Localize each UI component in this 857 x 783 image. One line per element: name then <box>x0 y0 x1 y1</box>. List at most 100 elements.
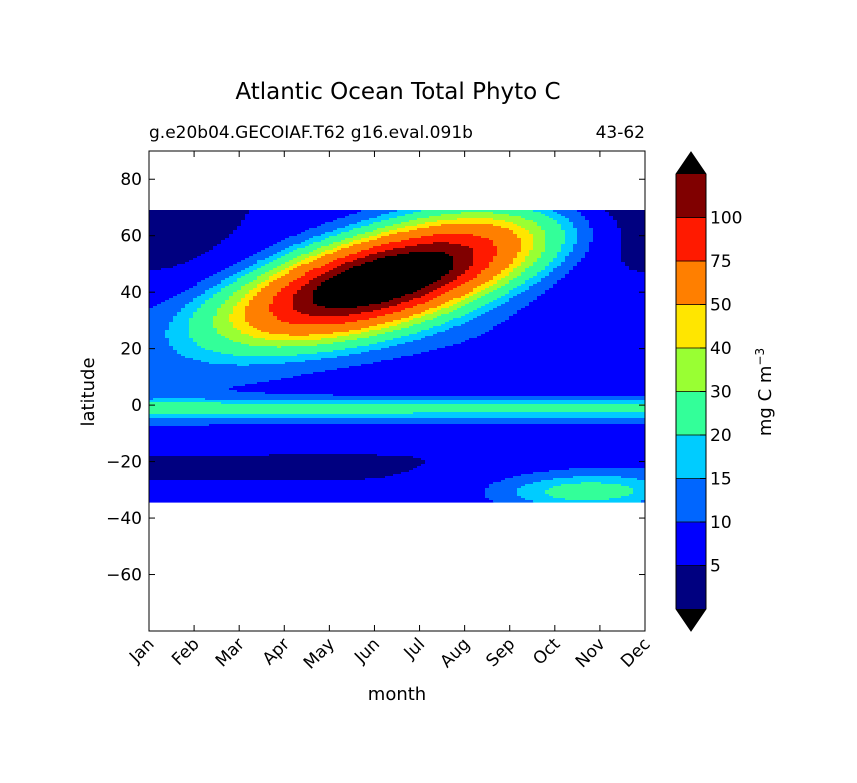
contour-cell <box>517 224 538 227</box>
contour-cell <box>517 490 546 493</box>
contour-cell <box>621 234 645 237</box>
contour-cell <box>413 456 645 459</box>
contour-cell <box>149 290 186 293</box>
contour-cell <box>525 268 546 271</box>
x-tick-label: Jul <box>400 634 429 663</box>
contour-cell <box>217 272 238 275</box>
contour-cell <box>149 310 182 313</box>
contour-cell <box>149 472 402 475</box>
contour-cell <box>545 244 562 247</box>
contour-cell <box>533 300 645 303</box>
contour-cell <box>245 306 270 309</box>
contour-cell <box>577 236 594 239</box>
contour-cell <box>289 260 302 263</box>
contour-cell <box>373 246 406 249</box>
contour-cell <box>149 340 170 343</box>
contour-cell <box>329 244 342 247</box>
contour-cell <box>333 248 342 251</box>
contour-cell <box>357 252 378 255</box>
contour-cell <box>149 432 645 435</box>
contour-cell <box>201 360 306 363</box>
contour-cell <box>201 346 278 349</box>
contour-cell <box>477 274 498 277</box>
contour-cell <box>169 322 190 325</box>
contour-cell <box>481 306 498 309</box>
contour-cell <box>149 414 645 417</box>
contour-cell <box>149 454 270 457</box>
contour-cell <box>357 338 394 341</box>
contour-cell <box>149 240 222 243</box>
contour-cell <box>381 236 422 239</box>
contour-cell <box>261 250 282 253</box>
contour-cell <box>621 484 645 487</box>
contour-cell <box>173 346 202 349</box>
contour-cell <box>517 310 645 313</box>
contour-cell <box>273 260 290 263</box>
contour-cell <box>521 496 554 499</box>
contour-cell <box>469 292 478 295</box>
contour-cell <box>273 300 294 303</box>
x-tick-label: Oct <box>529 634 564 669</box>
contour-cell <box>381 328 402 331</box>
contour-cell <box>213 322 234 325</box>
contour-cell <box>485 494 518 497</box>
contour-cell <box>269 380 645 383</box>
contour-cell <box>521 274 538 277</box>
contour-cell <box>421 458 645 461</box>
contour-cell <box>541 226 562 229</box>
contour-cell <box>265 248 286 251</box>
y-tick-label: −60 <box>106 566 142 586</box>
contour-cell <box>545 266 558 269</box>
contour-cell <box>405 246 470 249</box>
contour-cell <box>201 304 222 307</box>
contour-cell <box>261 282 270 285</box>
contour-cell <box>361 220 382 223</box>
contour-cell <box>249 334 290 337</box>
contour-cell <box>585 218 614 221</box>
contour-cell <box>301 260 314 263</box>
contour-cell <box>381 232 398 235</box>
contour-cell <box>177 312 194 315</box>
contour-cell <box>233 312 246 315</box>
y-tick-label: −20 <box>106 453 142 473</box>
contour-cell <box>417 466 645 469</box>
contour-cell <box>569 252 586 255</box>
contour-cell <box>357 320 394 323</box>
contour-cell <box>357 222 374 225</box>
contour-cell <box>493 284 506 287</box>
contour-cell <box>325 232 342 235</box>
contour-cell <box>377 454 645 457</box>
contour-cell <box>365 232 382 235</box>
contour-cell <box>493 218 526 221</box>
contour-cell <box>453 268 470 271</box>
contour-cell <box>369 350 430 353</box>
x-tick-label: Nov <box>572 634 610 672</box>
contour-cell <box>545 246 562 249</box>
contour-cell <box>493 300 510 303</box>
contour-cell <box>377 234 390 237</box>
contour-cell <box>293 294 314 297</box>
contour-cell <box>449 300 462 303</box>
contour-cell <box>177 350 214 353</box>
contour-cell <box>237 328 258 331</box>
contour-cell <box>193 314 218 317</box>
contour-cell <box>589 226 618 229</box>
colorbar-label-exponent: −3 <box>753 348 767 366</box>
contour-cell <box>329 270 346 273</box>
contour-cell <box>337 258 358 261</box>
contour-cell <box>249 266 262 269</box>
contour-cell <box>149 406 645 409</box>
contour-cell <box>193 300 206 303</box>
contour-cell <box>149 368 338 371</box>
contour-cell <box>593 240 622 243</box>
contour-cell <box>257 252 278 255</box>
contour-cell <box>229 338 266 341</box>
contour-cell <box>149 212 250 215</box>
contour-cell <box>361 242 390 245</box>
contour-cell <box>421 236 482 239</box>
contour-cell <box>633 490 645 493</box>
contour-cell <box>525 306 645 309</box>
contour-cell <box>441 304 454 307</box>
contour-cell <box>433 290 450 293</box>
contour-cell <box>149 418 645 421</box>
